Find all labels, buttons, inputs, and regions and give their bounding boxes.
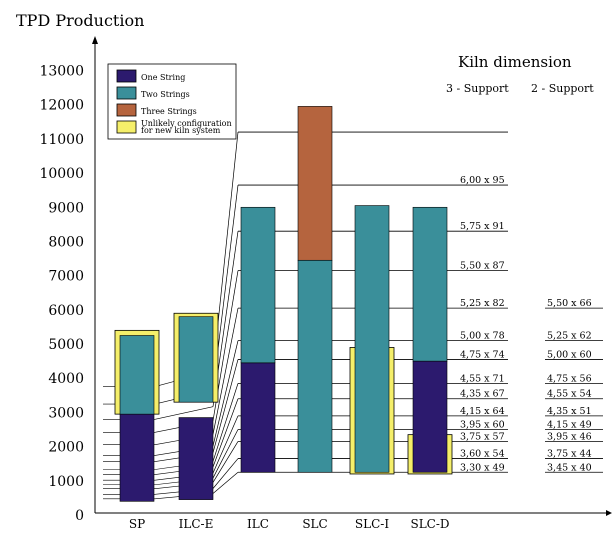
column-header-3-support: 3 - Support bbox=[446, 82, 509, 95]
y-tick-label: 5000 bbox=[48, 337, 84, 353]
dimension-connector bbox=[212, 340, 239, 447]
bar-ilc bbox=[240, 206, 276, 473]
legend-swatch-unlikely bbox=[116, 120, 137, 134]
bar-segment-one bbox=[119, 413, 155, 502]
dimension-label-2-support: 5,50 x 66 bbox=[547, 298, 592, 309]
dimension-label-2-support: 3,45 x 40 bbox=[547, 462, 592, 473]
bar-segment-two bbox=[297, 259, 333, 473]
y-tick-label: 6000 bbox=[48, 303, 84, 319]
legend-label-unlikely-line2: for new kiln system bbox=[141, 126, 221, 135]
bar-slc-i bbox=[349, 205, 395, 475]
bar-segment-one bbox=[178, 417, 214, 500]
bar-ilc-e bbox=[173, 312, 219, 500]
dimension-label-2-support: 4,75 x 56 bbox=[547, 373, 592, 384]
dimension-label-3-support: 5,25 x 82 bbox=[460, 298, 505, 309]
chart-subtitle: Kiln dimension bbox=[458, 53, 572, 71]
y-tick-label: 9000 bbox=[48, 200, 84, 216]
dimension-label-3-support: 5,50 x 87 bbox=[460, 261, 505, 272]
y-tick-label: 2000 bbox=[48, 440, 84, 456]
legend-label-three: Three Strings bbox=[141, 107, 197, 116]
dimension-label-3-support: 5,00 x 78 bbox=[460, 331, 505, 342]
dimension-connector bbox=[212, 441, 239, 483]
bar-segment-one bbox=[412, 360, 448, 473]
x-tick-label: SP bbox=[129, 517, 145, 531]
axes: 0 1000 2000 3000 4000 5000 6000 7000 8000 9000 100… bbox=[39, 36, 612, 524]
bar-segment-three bbox=[297, 106, 333, 261]
y-tick-label: 0 bbox=[75, 508, 84, 524]
legend: One String Two Strings Three Strings Unlike… bbox=[107, 63, 237, 140]
dimension-connector bbox=[212, 383, 239, 462]
bar-segment-one bbox=[240, 362, 276, 473]
column-header-2-support: 2 - Support bbox=[531, 82, 594, 95]
bar-segment-two bbox=[178, 316, 214, 403]
dimension-connector bbox=[212, 458, 239, 489]
y-tick-label: 4000 bbox=[48, 371, 84, 387]
dimension-label-3-support: 3,95 x 60 bbox=[460, 420, 505, 431]
x-tick-label: ILC-E bbox=[179, 517, 214, 531]
dimension-label-2-support: 4,35 x 51 bbox=[547, 406, 592, 417]
legend-swatch-one bbox=[116, 69, 137, 83]
dimension-label-2-support: 3,95 x 46 bbox=[547, 431, 592, 442]
dimension-label-2-support: 5,00 x 60 bbox=[547, 349, 592, 360]
y-tick-label: 10000 bbox=[39, 166, 84, 182]
bar-slc bbox=[297, 106, 333, 473]
x-tick-label: SLC-D bbox=[410, 517, 449, 531]
bar-segment-two bbox=[119, 335, 155, 415]
dimension-label-3-support: 3,30 x 49 bbox=[460, 462, 505, 473]
bars bbox=[114, 106, 453, 502]
y-axis-arrow bbox=[92, 36, 98, 44]
dimension-connector bbox=[212, 308, 239, 435]
dimension-label-3-support: 6,00 x 95 bbox=[460, 175, 505, 186]
dimension-connector bbox=[212, 398, 239, 468]
y-tick-label: 13000 bbox=[39, 64, 84, 80]
legend-label-one: One String bbox=[141, 73, 185, 82]
x-tick-label: SLC-I bbox=[355, 517, 389, 531]
bar-segment-two bbox=[354, 205, 390, 473]
dimension-label-2-support: 5,25 x 62 bbox=[547, 331, 592, 342]
dimension-label-2-support: 4,15 x 49 bbox=[547, 420, 592, 431]
bar-sp bbox=[114, 329, 160, 502]
dimension-connector bbox=[212, 359, 239, 453]
dimension-label-3-support: 4,35 x 67 bbox=[460, 389, 505, 400]
legend-swatch-two bbox=[116, 86, 137, 100]
x-tick-label: ILC bbox=[247, 517, 269, 531]
dimension-label-2-support: 4,55 x 54 bbox=[547, 389, 592, 400]
bar-segment-two bbox=[412, 206, 448, 362]
x-axis-arrow bbox=[606, 510, 612, 516]
dimension-label-3-support: 4,75 x 74 bbox=[460, 349, 505, 360]
dimension-connector bbox=[154, 406, 214, 420]
dimension-label-3-support: 5,75 x 91 bbox=[460, 221, 505, 232]
y-tick-label: 11000 bbox=[39, 132, 84, 148]
dimension-label-2-support: 3,75 x 44 bbox=[547, 449, 592, 460]
y-tick-label: 7000 bbox=[48, 269, 84, 285]
legend-label-two: Two Strings bbox=[141, 90, 190, 99]
chart-title: TPD Production bbox=[16, 11, 144, 30]
bar-slc-d bbox=[407, 206, 453, 475]
dimension-label-3-support: 4,55 x 71 bbox=[460, 373, 505, 384]
dimension-label-3-support: 4,15 x 64 bbox=[460, 406, 505, 417]
dimension-connector bbox=[212, 415, 239, 474]
y-tick-label: 3000 bbox=[48, 405, 84, 421]
bar-segment-two bbox=[240, 206, 276, 364]
y-tick-label: 1000 bbox=[48, 474, 84, 490]
dimension-connector bbox=[212, 471, 239, 494]
dimension-label-3-support: 3,60 x 54 bbox=[460, 449, 505, 460]
x-tick-label: SLC bbox=[302, 517, 327, 531]
legend-swatch-three bbox=[116, 103, 137, 117]
y-tick-label: 8000 bbox=[48, 234, 84, 250]
y-tick-label: 12000 bbox=[39, 98, 84, 114]
legend-label-unlikely: Unlikely configuration bbox=[141, 119, 232, 128]
dimension-connector bbox=[212, 429, 239, 479]
dimension-label-3-support: 3,75 x 57 bbox=[460, 431, 505, 442]
labels: TPD Production Kiln dimension 3 - Support 2… bbox=[16, 11, 594, 531]
